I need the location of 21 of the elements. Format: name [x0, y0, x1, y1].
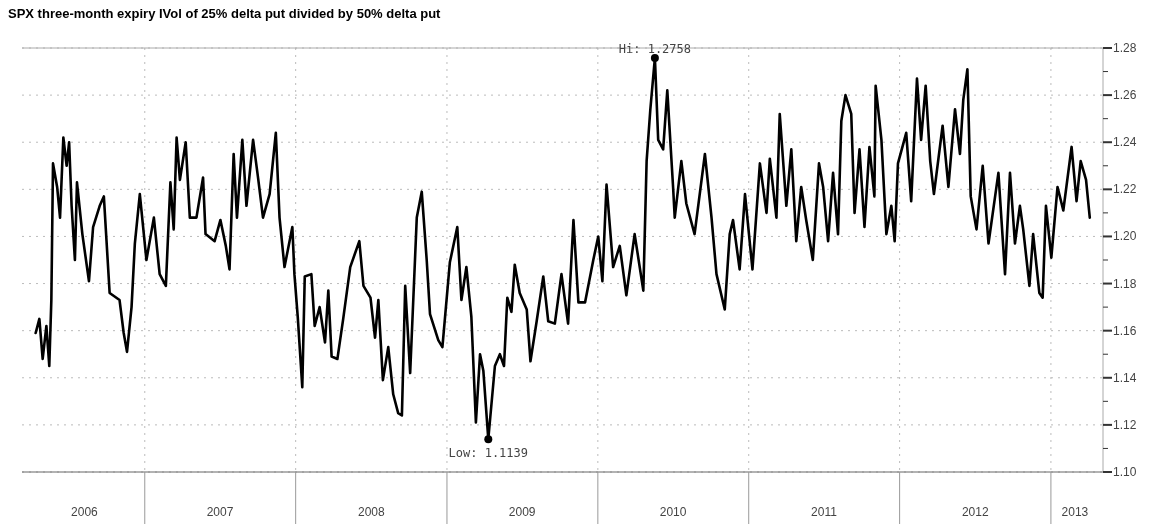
y-tick-label: 1.24 — [1113, 135, 1137, 150]
x-tick-label: 2011 — [811, 505, 838, 519]
y-tick-label: 1.18 — [1113, 276, 1137, 291]
annotation: Low: 1.1139 — [448, 446, 529, 461]
x-tick-label: 2007 — [206, 505, 234, 519]
y-tick-label: 1.26 — [1113, 88, 1137, 103]
annotation: Hi: 1.2758 — [618, 41, 692, 56]
x-tick-label: 2008 — [357, 505, 385, 519]
y-tick-label: 1.12 — [1113, 417, 1137, 432]
chart-title: SPX three-month expiry IVol of 25% delta put divided by 50% delta put — [8, 6, 442, 21]
x-tick-label: 2013 — [1061, 505, 1089, 519]
y-tick-label: 1.20 — [1113, 229, 1137, 244]
y-tick-label: 1.14 — [1113, 370, 1137, 385]
x-tick-label: 2009 — [508, 505, 536, 519]
x-tick-label: 2010 — [659, 505, 687, 519]
y-tick-label: 1.16 — [1113, 323, 1137, 338]
y-tick-label: 1.10 — [1113, 465, 1137, 479]
y-tick-label: 1.28 — [1113, 41, 1137, 55]
x-tick-label: 2006 — [71, 505, 99, 519]
y-tick-label: 1.22 — [1113, 182, 1137, 197]
x-tick-label: 2012 — [961, 505, 989, 519]
